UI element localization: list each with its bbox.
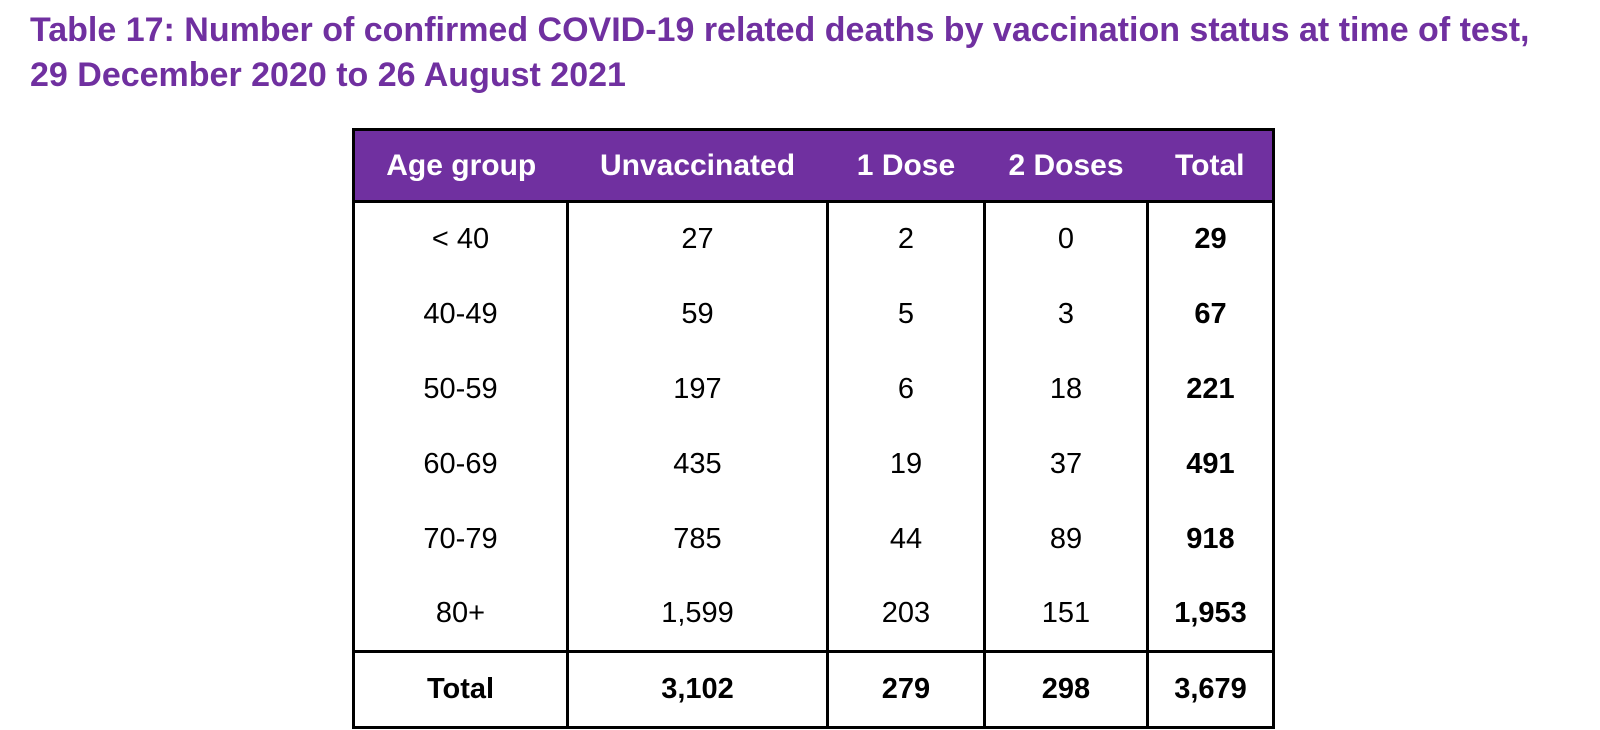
total-cell-two-doses: 298 <box>983 650 1149 728</box>
table-row: 40-49 59 5 3 67 <box>352 276 1275 352</box>
header-cell-total: Total <box>1147 128 1274 203</box>
header-row: Age group Unvaccinated 1 Dose 2 Doses To… <box>353 128 1274 203</box>
covid-deaths-by-vaccination-status-table: Age group Unvaccinated 1 Dose 2 Doses To… <box>352 128 1275 729</box>
cell-one-dose: 203 <box>826 576 986 652</box>
cell-unvaccinated: 27 <box>566 201 829 277</box>
cell-one-dose: 44 <box>826 501 986 577</box>
cell-age-group: 70-79 <box>352 501 569 577</box>
cell-age-group: 40-49 <box>352 276 569 352</box>
cell-unvaccinated: 197 <box>566 351 829 427</box>
cell-age-group: 50-59 <box>352 351 569 427</box>
cell-two-doses: 3 <box>983 276 1149 352</box>
cell-one-dose: 19 <box>826 426 986 502</box>
cell-unvaccinated: 1,599 <box>566 576 829 652</box>
cell-one-dose: 5 <box>826 276 986 352</box>
table-row: 70-79 785 44 89 918 <box>352 501 1275 577</box>
page-title: Table 17: Number of confirmed COVID-19 r… <box>30 11 1530 94</box>
cell-age-group: < 40 <box>352 201 569 277</box>
table-row: 50-59 197 6 18 221 <box>352 351 1275 427</box>
cell-total: 221 <box>1146 351 1275 427</box>
cell-two-doses: 37 <box>983 426 1149 502</box>
table-row: 80+ 1,599 203 151 1,953 <box>352 576 1275 652</box>
table-row: < 40 27 2 0 29 <box>352 201 1275 277</box>
cell-unvaccinated: 785 <box>566 501 829 577</box>
cell-one-dose: 6 <box>826 351 986 427</box>
header-cell-unvaccinated: Unvaccinated <box>567 128 828 203</box>
cell-unvaccinated: 435 <box>566 426 829 502</box>
total-cell-one-dose: 279 <box>826 650 986 728</box>
cell-unvaccinated: 59 <box>566 276 829 352</box>
header-cell-two-doses: 2 Doses <box>984 128 1148 203</box>
cell-two-doses: 18 <box>983 351 1149 427</box>
cell-one-dose: 2 <box>826 201 986 277</box>
total-cell-grand-total: 3,679 <box>1146 650 1275 728</box>
header-cell-age-group: Age group <box>353 128 568 203</box>
total-row-label: Total <box>352 650 569 728</box>
table-row: 60-69 435 19 37 491 <box>352 426 1275 502</box>
cell-age-group: 60-69 <box>352 426 569 502</box>
total-row: Total 3,102 279 298 3,679 <box>352 650 1275 728</box>
cell-total: 67 <box>1146 276 1275 352</box>
cell-two-doses: 89 <box>983 501 1149 577</box>
cell-total: 491 <box>1146 426 1275 502</box>
cell-two-doses: 0 <box>983 201 1149 277</box>
cell-total: 29 <box>1146 201 1275 277</box>
total-cell-unvaccinated: 3,102 <box>566 650 829 728</box>
cell-age-group: 80+ <box>352 576 569 652</box>
cell-two-doses: 151 <box>983 576 1149 652</box>
cell-total: 918 <box>1146 501 1275 577</box>
header-cell-one-dose: 1 Dose <box>827 128 985 203</box>
cell-total: 1,953 <box>1146 576 1275 652</box>
